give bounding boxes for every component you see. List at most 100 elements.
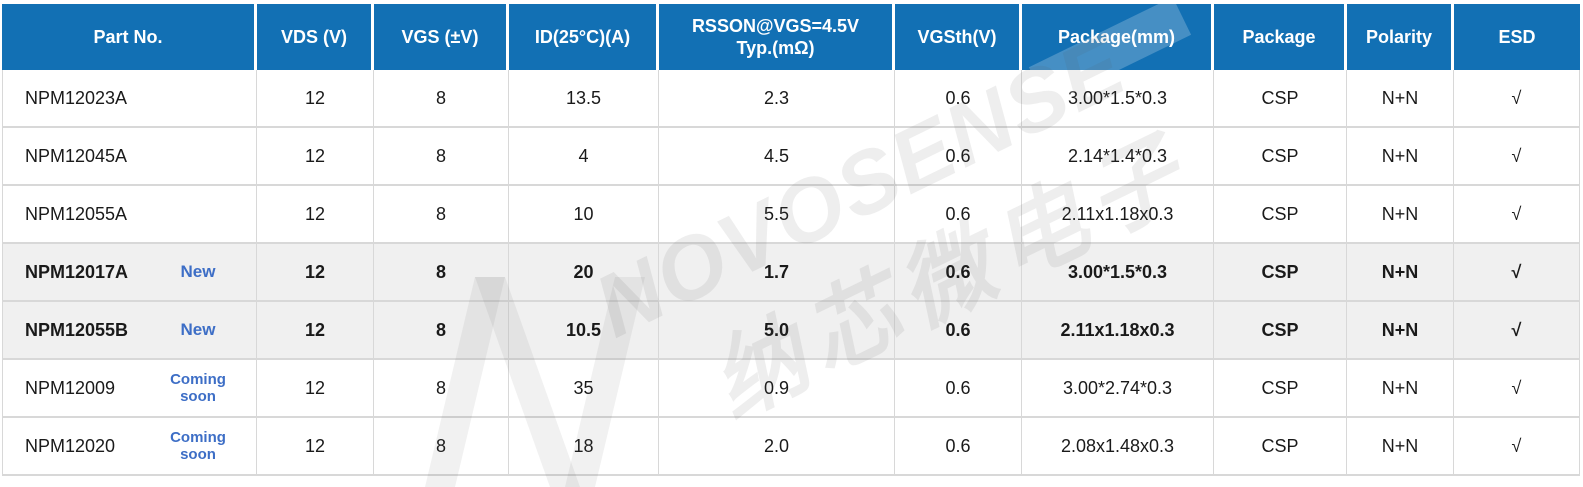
vgsth-cell: 0.6	[895, 360, 1022, 418]
esd-checkmark-cell: √	[1454, 418, 1580, 476]
column-header-package: Package	[1214, 4, 1347, 70]
part-no-cell: NPM12055A	[2, 186, 257, 244]
rsson-header-line1: RSSON@VGS=4.5V	[691, 15, 860, 36]
id-cell: 4	[509, 128, 659, 186]
id-cell: 10	[509, 186, 659, 244]
table-row: NPM12020 Coming soon 12 8 18 2.0 0.6 2.0…	[2, 418, 1580, 476]
package-cell: CSP	[1214, 70, 1347, 128]
rsson-cell: 2.0	[659, 418, 895, 476]
vgsth-cell: 0.6	[895, 418, 1022, 476]
part-no-cell: NPM12055B New	[2, 302, 257, 360]
package-mm-cell: 2.14*1.4*0.3	[1022, 128, 1214, 186]
vgs-cell: 8	[374, 70, 509, 128]
esd-checkmark-cell: √	[1454, 186, 1580, 244]
rsson-cell: 5.5	[659, 186, 895, 244]
rsson-cell: 1.7	[659, 244, 895, 302]
id-cell: 20	[509, 244, 659, 302]
vds-cell: 12	[257, 70, 374, 128]
part-number: NPM12020	[25, 435, 116, 456]
vgs-cell: 8	[374, 128, 509, 186]
column-header-vgs: VGS (±V)	[374, 4, 509, 70]
column-header-part-no: Part No.	[2, 4, 257, 70]
column-header-esd: ESD	[1454, 4, 1580, 70]
table-row: NPM12023A 12 8 13.5 2.3 0.6 3.00*1.5*0.3…	[2, 70, 1580, 128]
polarity-cell: N+N	[1347, 302, 1454, 360]
table-row-highlighted: NPM12055B New 12 8 10.5 5.0 0.6 2.11x1.1…	[2, 302, 1580, 360]
polarity-cell: N+N	[1347, 418, 1454, 476]
part-no-cell: NPM12009 Coming soon	[2, 360, 257, 418]
table-header: Part No. VDS (V) VGS (±V) ID(25°C)(A) RS…	[2, 4, 1580, 70]
package-cell: CSP	[1214, 128, 1347, 186]
id-cell: 13.5	[509, 70, 659, 128]
part-number: NPM12017A	[25, 261, 129, 282]
part-no-cell: NPM12045A	[2, 128, 257, 186]
table-row: NPM12009 Coming soon 12 8 35 0.9 0.6 3.0…	[2, 360, 1580, 418]
vgs-cell: 8	[374, 244, 509, 302]
polarity-cell: N+N	[1347, 128, 1454, 186]
table-row-highlighted: NPM12017A New 12 8 20 1.7 0.6 3.00*1.5*0…	[2, 244, 1580, 302]
part-number: NPM12009	[25, 377, 116, 398]
part-no-cell: NPM12023A	[2, 70, 257, 128]
table-row: NPM12045A 12 8 4 4.5 0.6 2.14*1.4*0.3 CS…	[2, 128, 1580, 186]
vgsth-cell: 0.6	[895, 70, 1022, 128]
esd-checkmark-cell: √	[1454, 302, 1580, 360]
id-cell: 35	[509, 360, 659, 418]
id-cell: 10.5	[509, 302, 659, 360]
vgs-cell: 8	[374, 418, 509, 476]
part-no-cell: NPM12017A New	[2, 244, 257, 302]
table-body: NPM12023A 12 8 13.5 2.3 0.6 3.00*1.5*0.3…	[2, 70, 1580, 476]
new-badge: New	[180, 320, 216, 339]
vgs-cell: 8	[374, 186, 509, 244]
column-header-rsson: RSSON@VGS=4.5V Typ.(mΩ)	[659, 4, 895, 70]
part-number: NPM12055B	[25, 319, 129, 340]
esd-checkmark-cell: √	[1454, 360, 1580, 418]
rsson-header-line2: Typ.(mΩ)	[736, 38, 815, 58]
package-mm-cell: 3.00*1.5*0.3	[1022, 70, 1214, 128]
coming-soon-badge: Coming soon	[170, 370, 226, 405]
column-header-id: ID(25°C)(A)	[509, 4, 659, 70]
rsson-cell: 2.3	[659, 70, 895, 128]
column-header-vds: VDS (V)	[257, 4, 374, 70]
esd-checkmark-cell: √	[1454, 244, 1580, 302]
part-number: NPM12055A	[25, 203, 128, 224]
vds-cell: 12	[257, 244, 374, 302]
package-mm-cell: 2.08x1.48x0.3	[1022, 418, 1214, 476]
mosfet-spec-table: Part No. VDS (V) VGS (±V) ID(25°C)(A) RS…	[2, 4, 1580, 476]
part-number: NPM12045A	[25, 145, 128, 166]
package-mm-cell: 3.00*1.5*0.3	[1022, 244, 1214, 302]
vds-cell: 12	[257, 128, 374, 186]
vgs-cell: 8	[374, 360, 509, 418]
polarity-cell: N+N	[1347, 360, 1454, 418]
package-mm-cell: 2.11x1.18x0.3	[1022, 186, 1214, 244]
package-mm-cell: 2.11x1.18x0.3	[1022, 302, 1214, 360]
package-cell: CSP	[1214, 302, 1347, 360]
table-row: NPM12055A 12 8 10 5.5 0.6 2.11x1.18x0.3 …	[2, 186, 1580, 244]
package-cell: CSP	[1214, 360, 1347, 418]
rsson-cell: 5.0	[659, 302, 895, 360]
polarity-cell: N+N	[1347, 186, 1454, 244]
vgs-cell: 8	[374, 302, 509, 360]
package-cell: CSP	[1214, 186, 1347, 244]
part-no-cell: NPM12020 Coming soon	[2, 418, 257, 476]
rsson-cell: 0.9	[659, 360, 895, 418]
esd-checkmark-cell: √	[1454, 128, 1580, 186]
coming-soon-badge: Coming soon	[170, 428, 226, 463]
vds-cell: 12	[257, 360, 374, 418]
esd-checkmark-cell: √	[1454, 70, 1580, 128]
vds-cell: 12	[257, 302, 374, 360]
column-header-vgsth: VGSth(V)	[895, 4, 1022, 70]
package-cell: CSP	[1214, 244, 1347, 302]
package-mm-cell: 3.00*2.74*0.3	[1022, 360, 1214, 418]
polarity-cell: N+N	[1347, 70, 1454, 128]
vgsth-cell: 0.6	[895, 186, 1022, 244]
package-cell: CSP	[1214, 418, 1347, 476]
polarity-cell: N+N	[1347, 244, 1454, 302]
vds-cell: 12	[257, 186, 374, 244]
vgsth-cell: 0.6	[895, 302, 1022, 360]
header-row: Part No. VDS (V) VGS (±V) ID(25°C)(A) RS…	[2, 4, 1580, 70]
column-header-package-mm: Package(mm)	[1022, 4, 1214, 70]
part-number: NPM12023A	[25, 87, 128, 108]
vgsth-cell: 0.6	[895, 128, 1022, 186]
id-cell: 18	[509, 418, 659, 476]
